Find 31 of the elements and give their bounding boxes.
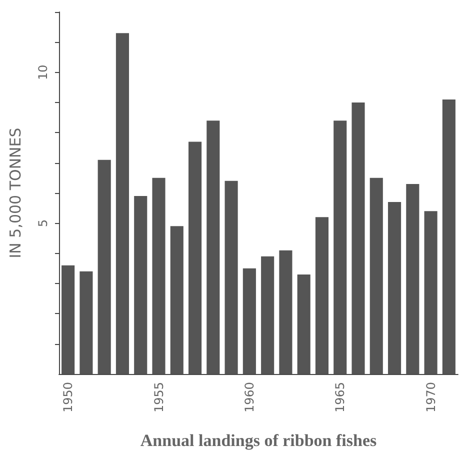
x-tick-label: 1960 <box>242 382 256 413</box>
x-axis-title: Annual landings of ribbon fishes <box>140 431 377 450</box>
y-tick-label: 10 <box>36 64 50 80</box>
bar <box>152 178 166 374</box>
bar <box>206 120 220 374</box>
bar <box>406 184 420 374</box>
bar <box>224 180 238 374</box>
x-tick-label: 1965 <box>333 382 348 413</box>
bar <box>98 160 111 374</box>
bar <box>297 274 310 374</box>
bar <box>80 271 93 374</box>
bar <box>62 265 75 374</box>
bar <box>352 102 365 374</box>
bar <box>388 202 402 374</box>
y-axis-title: IN 5,000 TONNES <box>6 128 24 258</box>
bar <box>424 211 438 374</box>
x-tick-label: 1955 <box>152 382 166 413</box>
bar <box>442 99 456 374</box>
bar <box>170 226 184 374</box>
x-tick-label: 1970 <box>424 382 438 413</box>
bar <box>370 178 383 374</box>
bar <box>134 196 148 374</box>
bar <box>242 268 256 374</box>
bar <box>315 217 329 374</box>
bar <box>261 256 274 374</box>
bar <box>334 120 347 374</box>
x-tick-label: 1950 <box>61 382 76 413</box>
bar <box>116 33 130 374</box>
bar <box>279 250 292 374</box>
bar <box>188 142 202 374</box>
y-tick-label: 5 <box>36 219 50 227</box>
